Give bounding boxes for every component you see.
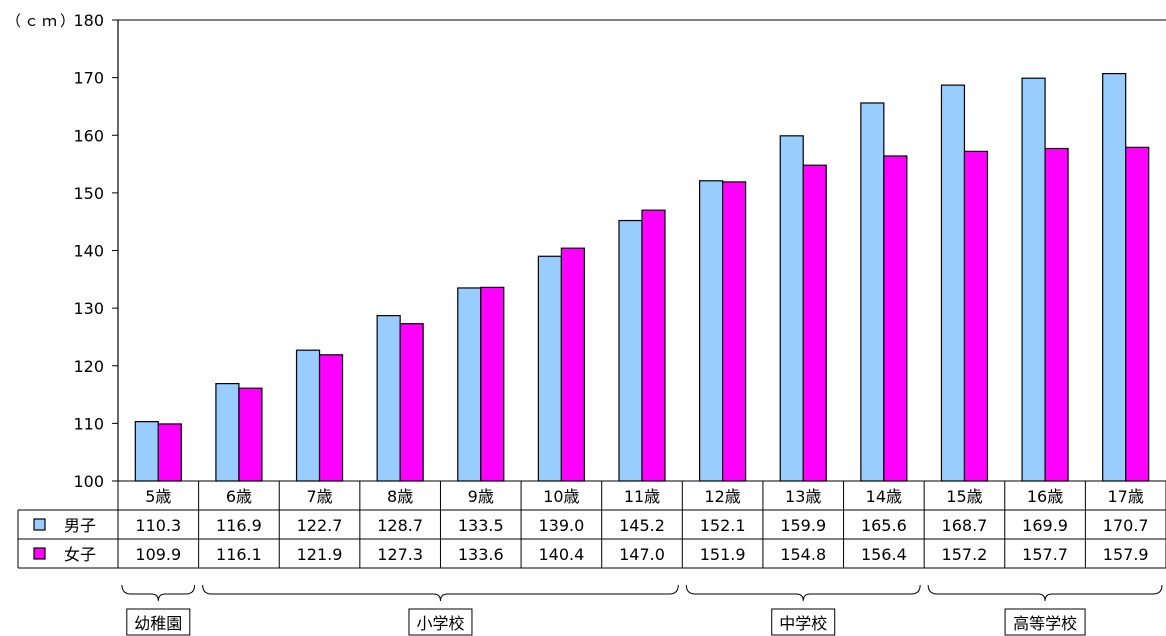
y-unit-label: （ｃｍ）	[6, 12, 78, 30]
category-label: 9歳	[468, 487, 494, 506]
data-label: 152.1	[700, 516, 746, 535]
data-label: 156.4	[861, 545, 907, 564]
y-tick-label: 110	[73, 414, 104, 433]
y-tick-label: 180	[73, 11, 104, 30]
legend-swatch	[33, 547, 46, 560]
category-label: 16歳	[1027, 487, 1063, 506]
group-label: 高等学校	[1013, 614, 1077, 633]
bar-female	[883, 155, 908, 482]
data-label: 159.9	[780, 516, 826, 535]
bar-male	[376, 315, 401, 482]
group-brace	[121, 584, 196, 602]
data-label: 165.6	[861, 516, 907, 535]
group-label-box	[126, 608, 191, 636]
group-brace	[202, 584, 679, 602]
data-label: 109.9	[135, 545, 181, 564]
bar-female	[802, 164, 827, 482]
data-label: 133.6	[458, 545, 504, 564]
y-tick-label: 150	[73, 184, 104, 203]
data-label: 128.7	[377, 516, 423, 535]
bar-female	[722, 181, 747, 482]
bar-female	[238, 387, 263, 482]
bar-female	[641, 209, 666, 482]
legend-swatch	[33, 518, 46, 531]
gridlines	[112, 19, 118, 482]
category-label: 17歳	[1108, 487, 1144, 506]
bar-female	[1125, 146, 1150, 482]
bar-female	[1044, 147, 1069, 482]
category-label: 13歳	[785, 487, 821, 506]
bar-male	[134, 421, 159, 482]
group-label-box	[408, 608, 473, 636]
data-label: 151.9	[700, 545, 746, 564]
data-label: 116.9	[216, 516, 262, 535]
category-label: 8歳	[387, 487, 413, 506]
y-tick-label: 160	[73, 126, 104, 145]
data-label: 127.3	[377, 545, 423, 564]
axes	[117, 19, 1166, 481]
bar-male	[457, 287, 482, 482]
bar-male	[1021, 77, 1046, 482]
group-label-box	[771, 608, 836, 636]
data-label: 122.7	[297, 516, 343, 535]
data-label: 169.9	[1022, 516, 1068, 535]
bar-male	[860, 102, 885, 482]
bar-male	[779, 135, 804, 482]
category-label: 15歳	[946, 487, 982, 506]
bar-male	[618, 219, 643, 482]
y-tick-label: 130	[73, 299, 104, 318]
bar-male	[699, 180, 724, 482]
group-brace	[685, 584, 921, 602]
y-tick-label: 100	[73, 472, 104, 491]
bar-male	[1102, 72, 1127, 482]
bar-female	[963, 150, 989, 482]
data-label: 145.2	[619, 516, 665, 535]
group-label: 幼稚園	[134, 614, 182, 633]
y-tick-label: 170	[73, 69, 104, 88]
category-label: 7歳	[306, 487, 332, 506]
y-tick-label: 140	[73, 242, 104, 261]
data-label: 133.5	[458, 516, 504, 535]
group-label-box	[1004, 608, 1086, 636]
group-label: 中学校	[779, 614, 827, 633]
bar-female	[318, 354, 344, 482]
data-label: 116.1	[216, 545, 262, 564]
bar-male	[940, 84, 966, 482]
legend-label: 女子	[64, 545, 96, 564]
category-label: 6歳	[226, 487, 252, 506]
data-label: 170.7	[1103, 516, 1149, 535]
bar-male	[537, 255, 562, 482]
data-label: 157.9	[1103, 545, 1149, 564]
bar-female	[560, 247, 585, 482]
bars	[134, 72, 1150, 482]
category-label: 11歳	[624, 487, 660, 506]
data-label: 168.7	[942, 516, 988, 535]
legend-label: 男子	[64, 516, 96, 535]
y-tick-labels: 100 110 120 130 140 150 160 170 180	[73, 11, 104, 491]
data-label: 157.7	[1022, 545, 1068, 564]
bar-female	[480, 286, 505, 482]
category-label: 10歳	[543, 487, 579, 506]
category-label: 14歳	[866, 487, 902, 506]
data-label: 147.0	[619, 545, 665, 564]
bar-male	[215, 383, 240, 482]
category-label: 12歳	[704, 487, 740, 506]
group-brace	[927, 584, 1163, 602]
bar-male	[295, 349, 321, 482]
group-label: 小学校	[416, 614, 464, 633]
category-label: 5歳	[145, 487, 171, 506]
bar-female	[399, 323, 424, 482]
data-label: 157.2	[942, 545, 988, 564]
data-label: 121.9	[297, 545, 343, 564]
y-tick-label: 120	[73, 357, 104, 376]
data-label: 154.8	[780, 545, 826, 564]
bar-female	[157, 423, 182, 482]
data-label: 140.4	[538, 545, 584, 564]
data-label: 139.0	[538, 516, 584, 535]
school-groups: 幼稚園 小学校 中学校 高等学校	[121, 584, 1163, 636]
data-label: 110.3	[135, 516, 181, 535]
